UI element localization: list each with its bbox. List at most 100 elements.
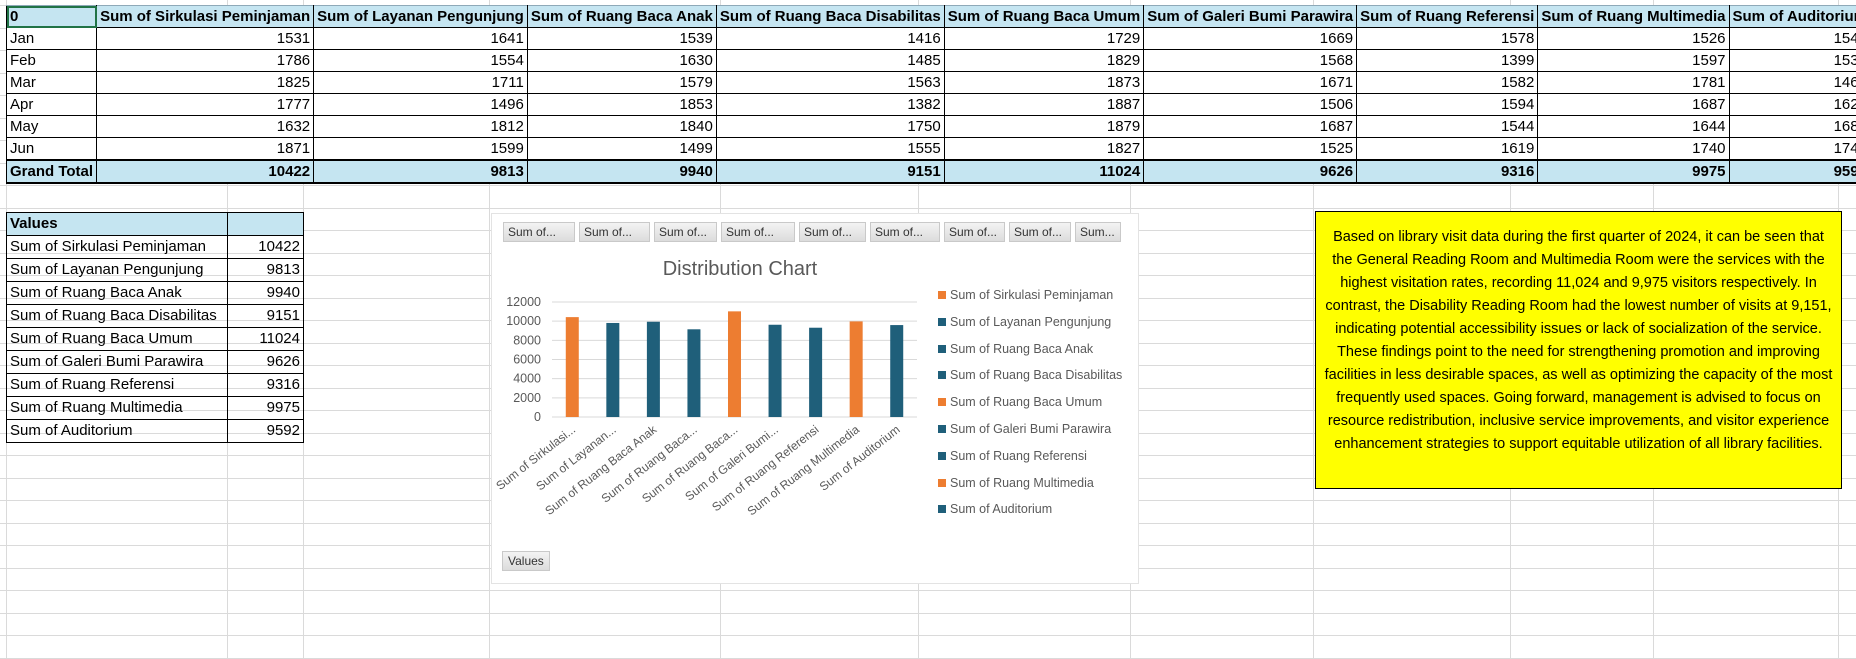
pivot-cell[interactable]: 1741 (1729, 138, 1856, 161)
values-row-value[interactable]: 9592 (228, 420, 304, 443)
pivot-cell[interactable]: 1879 (944, 116, 1144, 138)
pivot-cell[interactable]: 1812 (314, 116, 528, 138)
pivot-cell[interactable]: 1781 (1538, 72, 1729, 94)
grand-total-cell[interactable]: 9813 (314, 160, 528, 183)
values-row-value[interactable]: 9626 (228, 351, 304, 374)
pivot-cell[interactable]: 1681 (1729, 116, 1856, 138)
pivot-cell[interactable]: 1619 (1357, 138, 1538, 161)
legend-entry[interactable]: Sum of Ruang Baca Disabilitas (938, 368, 1122, 382)
values-row-label[interactable]: Sum of Galeri Bumi Parawira (7, 351, 228, 374)
chart-bar[interactable] (647, 322, 660, 417)
legend-entry[interactable]: Sum of Ruang Multimedia (938, 476, 1094, 490)
grand-total-cell[interactable]: 9592 (1729, 160, 1856, 183)
values-row-value[interactable]: 9316 (228, 374, 304, 397)
distribution-chart[interactable]: Sum of...Sum of...Sum of...Sum of...Sum … (491, 213, 1139, 584)
values-row-label[interactable]: Sum of Layanan Pengunjung (7, 259, 228, 282)
pivot-cell[interactable]: 1786 (97, 50, 314, 72)
grand-total-cell[interactable]: 9940 (527, 160, 716, 183)
values-row-value[interactable]: 10422 (228, 236, 304, 259)
chart-bar[interactable] (890, 325, 903, 417)
pivot-row-label[interactable]: Jan (7, 28, 97, 50)
legend-entry[interactable]: Sum of Ruang Baca Umum (938, 395, 1102, 409)
values-row-label[interactable]: Sum of Ruang Referensi (7, 374, 228, 397)
pivot-cell[interactable]: 1554 (314, 50, 528, 72)
grand-total-label[interactable]: Grand Total (7, 160, 97, 183)
grand-total-cell[interactable]: 10422 (97, 160, 314, 183)
chart-bar[interactable] (606, 323, 619, 417)
pivot-row-label[interactable]: Mar (7, 72, 97, 94)
pivot-cell[interactable]: 1531 (97, 28, 314, 50)
values-row-label[interactable]: Sum of Ruang Baca Disabilitas (7, 305, 228, 328)
pivot-cell[interactable]: 1853 (527, 94, 716, 116)
pivot-corner-cell[interactable]: 0 (7, 6, 97, 28)
values-header-cell[interactable]: Values (7, 213, 228, 236)
grand-total-cell[interactable]: 9975 (1538, 160, 1729, 183)
values-row-label[interactable]: Sum of Ruang Baca Anak (7, 282, 228, 305)
pivot-row-label[interactable]: Feb (7, 50, 97, 72)
pivot-column-header[interactable]: Sum of Ruang Baca Umum (944, 6, 1144, 28)
grand-total-cell[interactable]: 11024 (944, 160, 1144, 183)
values-row-value[interactable]: 9975 (228, 397, 304, 420)
chart-bar[interactable] (850, 321, 863, 417)
pivot-cell[interactable]: 1687 (1538, 94, 1729, 116)
chart-values-field-button[interactable]: Values (502, 551, 550, 571)
pivot-row-label[interactable]: Apr (7, 94, 97, 116)
pivot-cell[interactable]: 1416 (716, 28, 944, 50)
pivot-cell[interactable]: 1644 (1538, 116, 1729, 138)
pivot-column-header[interactable]: Sum of Ruang Baca Disabilitas (716, 6, 944, 28)
pivot-cell[interactable]: 1711 (314, 72, 528, 94)
pivot-cell[interactable]: 1632 (97, 116, 314, 138)
values-row-value[interactable]: 9940 (228, 282, 304, 305)
grand-total-cell[interactable]: 9316 (1357, 160, 1538, 183)
legend-entry[interactable]: Sum of Ruang Baca Anak (938, 342, 1093, 356)
pivot-cell[interactable]: 1525 (1144, 138, 1357, 161)
pivot-cell[interactable]: 1594 (1357, 94, 1538, 116)
pivot-cell[interactable]: 1568 (1144, 50, 1357, 72)
pivot-cell[interactable]: 1687 (1144, 116, 1357, 138)
pivot-cell[interactable]: 1671 (1144, 72, 1357, 94)
pivot-cell[interactable]: 1599 (314, 138, 528, 161)
pivot-column-header[interactable]: Sum of Layanan Pengunjung (314, 6, 528, 28)
pivot-cell[interactable]: 1578 (1357, 28, 1538, 50)
legend-entry[interactable]: Sum of Galeri Bumi Parawira (938, 422, 1111, 436)
legend-entry[interactable]: Sum of Auditorium (938, 502, 1052, 516)
pivot-cell[interactable]: 1540 (1729, 28, 1856, 50)
pivot-cell[interactable]: 1399 (1357, 50, 1538, 72)
pivot-cell[interactable]: 1669 (1144, 28, 1357, 50)
pivot-cell[interactable]: 1563 (716, 72, 944, 94)
pivot-column-header[interactable]: Sum of Ruang Baca Anak (527, 6, 716, 28)
pivot-cell[interactable]: 1582 (1357, 72, 1538, 94)
pivot-cell[interactable]: 1544 (1357, 116, 1538, 138)
chart-bar[interactable] (687, 329, 700, 417)
pivot-cell[interactable]: 1871 (97, 138, 314, 161)
values-header-empty-cell[interactable] (228, 213, 304, 236)
pivot-cell[interactable]: 1750 (716, 116, 944, 138)
values-row-label[interactable]: Sum of Sirkulasi Peminjaman (7, 236, 228, 259)
pivot-cell[interactable]: 1382 (716, 94, 944, 116)
pivot-cell[interactable]: 1539 (527, 28, 716, 50)
pivot-cell[interactable]: 1579 (527, 72, 716, 94)
pivot-cell[interactable]: 1526 (1538, 28, 1729, 50)
values-row-value[interactable]: 9151 (228, 305, 304, 328)
pivot-cell[interactable]: 1597 (1538, 50, 1729, 72)
pivot-cell[interactable]: 1641 (314, 28, 528, 50)
pivot-cell[interactable]: 1825 (97, 72, 314, 94)
pivot-cell[interactable]: 1887 (944, 94, 1144, 116)
chart-bar[interactable] (809, 328, 822, 417)
pivot-row-label[interactable]: Jun (7, 138, 97, 161)
pivot-column-header[interactable]: Sum of Auditorium (1729, 6, 1856, 28)
pivot-cell[interactable]: 1469 (1729, 72, 1856, 94)
pivot-row-label[interactable]: May (7, 116, 97, 138)
chart-bar[interactable] (566, 317, 579, 417)
pivot-cell[interactable]: 1729 (944, 28, 1144, 50)
pivot-cell[interactable]: 1627 (1729, 94, 1856, 116)
legend-entry[interactable]: Sum of Sirkulasi Peminjaman (938, 288, 1113, 302)
values-row-label[interactable]: Sum of Auditorium (7, 420, 228, 443)
values-row-label[interactable]: Sum of Ruang Multimedia (7, 397, 228, 420)
pivot-cell[interactable]: 1555 (716, 138, 944, 161)
grand-total-cell[interactable]: 9151 (716, 160, 944, 183)
analysis-note-textbox[interactable]: Based on library visit data during the f… (1315, 211, 1842, 489)
grand-total-cell[interactable]: 9626 (1144, 160, 1357, 183)
legend-entry[interactable]: Sum of Ruang Referensi (938, 449, 1087, 463)
pivot-column-header[interactable]: Sum of Ruang Referensi (1357, 6, 1538, 28)
